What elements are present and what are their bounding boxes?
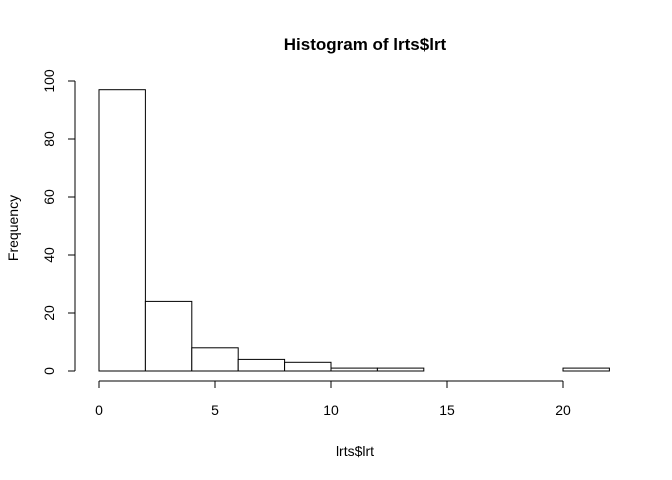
y-tick-label: 0 <box>41 367 57 375</box>
y-tick-label: 80 <box>41 131 57 147</box>
histogram-bar <box>191 347 239 372</box>
y-axis-label: Frequency <box>5 195 21 261</box>
histogram-bar <box>144 300 193 372</box>
histogram-bar <box>376 367 425 372</box>
x-axis-label: lrts$lrt <box>336 443 374 459</box>
x-axis: 0 5 10 15 20 <box>95 380 571 418</box>
histogram-bar <box>562 367 610 372</box>
x-tick-label: 10 <box>323 402 339 418</box>
x-tick-label: 15 <box>439 402 455 418</box>
x-tick-label: 20 <box>555 402 571 418</box>
y-axis: 0 20 40 60 80 100 <box>41 69 76 375</box>
histogram-bar <box>98 89 146 372</box>
y-tick-label: 40 <box>41 247 57 263</box>
histogram-bar <box>284 361 332 372</box>
y-tick-label: 20 <box>41 305 57 321</box>
y-tick-label: 60 <box>41 189 57 205</box>
y-tick-label: 100 <box>41 69 57 93</box>
x-tick-label: 0 <box>95 402 103 418</box>
chart-title: Histogram of lrts$lrt <box>284 35 447 54</box>
histogram-bar <box>330 367 378 372</box>
bars-group <box>98 89 610 372</box>
x-tick-label: 5 <box>211 402 219 418</box>
histogram-bar <box>237 358 286 372</box>
